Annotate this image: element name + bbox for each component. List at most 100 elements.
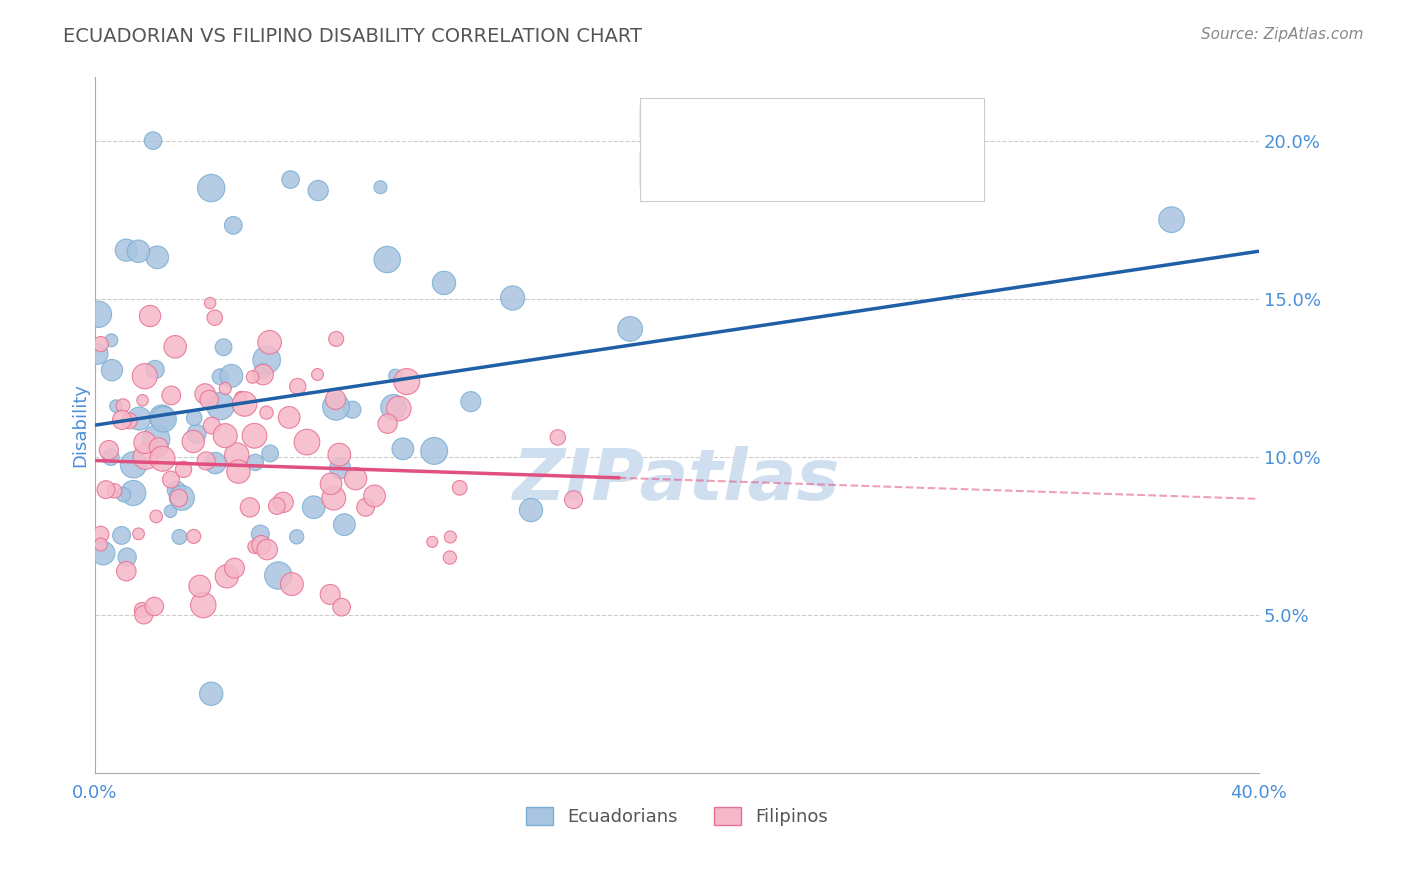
Point (143, 599, 166, 614)
Point (183, 529, 205, 543)
Point (128, 526, 150, 541)
Point (252, 368, 274, 382)
Point (200, 181, 222, 195)
Point (222, 219, 245, 233)
Text: 61: 61 (853, 113, 879, 131)
Point (228, 465, 250, 479)
Point (278, 410, 301, 425)
Point (87, 307, 110, 321)
Point (319, 476, 342, 491)
Point (245, 455, 267, 469)
Point (165, 340, 187, 354)
Point (243, 429, 266, 443)
Point (249, 527, 271, 541)
Point (420, 534, 443, 549)
Point (111, 399, 134, 413)
Point (160, 473, 183, 487)
Text: ECUADORIAN VS FILIPINO DISABILITY CORRELATION CHART: ECUADORIAN VS FILIPINO DISABILITY CORREL… (63, 27, 643, 45)
Point (131, 393, 153, 408)
Text: 80: 80 (853, 161, 879, 178)
Point (449, 481, 471, 495)
Y-axis label: Disability: Disability (72, 383, 89, 467)
Point (259, 446, 281, 460)
Point (135, 450, 157, 464)
Legend: Ecuadorians, Filipinos: Ecuadorians, Filipinos (519, 799, 835, 833)
Point (143, 362, 166, 376)
Point (194, 387, 217, 401)
Point (375, 252, 398, 267)
Point (152, 412, 174, 426)
Point (90, 527, 112, 541)
Text: ZIPatlas: ZIPatlas (513, 446, 841, 516)
Point (243, 540, 266, 554)
Point (256, 542, 278, 557)
Point (229, 390, 252, 404)
Point (139, 309, 162, 323)
Point (295, 435, 318, 450)
Point (363, 489, 385, 503)
Text: Source: ZipAtlas.com: Source: ZipAtlas.com (1201, 27, 1364, 42)
Point (619, 322, 641, 336)
Point (122, 486, 145, 500)
Point (170, 491, 193, 505)
Point (330, 600, 353, 615)
Point (256, 353, 278, 368)
Point (256, 406, 278, 420)
Point (460, 394, 482, 409)
Point (201, 418, 224, 433)
Point (90, 537, 112, 551)
Text: N =: N = (806, 113, 845, 131)
Point (134, 369, 156, 384)
Point (388, 401, 411, 416)
Point (344, 472, 367, 486)
Point (142, 134, 165, 148)
Point (111, 413, 134, 427)
Point (134, 435, 156, 450)
Point (145, 509, 167, 524)
Point (115, 564, 138, 578)
Point (193, 598, 215, 612)
Point (307, 184, 329, 198)
Point (188, 579, 211, 593)
Point (319, 587, 342, 601)
Point (1160, 212, 1182, 227)
Point (195, 454, 218, 468)
Point (224, 561, 246, 575)
Text: R =: R = (685, 161, 724, 178)
Point (181, 434, 204, 449)
Point (439, 530, 461, 544)
Point (169, 530, 191, 544)
Point (183, 410, 205, 425)
Point (86, 347, 108, 361)
Point (146, 250, 169, 264)
Point (259, 335, 281, 350)
Point (127, 244, 149, 259)
Point (159, 504, 181, 518)
Point (212, 340, 235, 354)
Point (325, 400, 347, 414)
Point (215, 569, 238, 583)
Point (307, 368, 329, 382)
Point (233, 397, 256, 411)
Text: -0.064: -0.064 (731, 161, 796, 178)
Point (152, 451, 174, 466)
Point (100, 450, 122, 465)
Point (204, 310, 226, 325)
Point (150, 410, 173, 425)
Point (547, 430, 569, 444)
Point (242, 370, 264, 384)
Point (104, 483, 127, 498)
Point (342, 402, 364, 417)
Point (115, 243, 138, 257)
Point (333, 517, 356, 532)
Point (423, 444, 446, 458)
Point (520, 503, 543, 517)
Point (145, 432, 167, 446)
Point (209, 399, 232, 413)
Point (252, 364, 274, 378)
Point (122, 458, 145, 472)
Point (239, 500, 262, 515)
Point (267, 568, 290, 582)
Point (280, 172, 302, 186)
Text: R =: R = (685, 113, 724, 131)
